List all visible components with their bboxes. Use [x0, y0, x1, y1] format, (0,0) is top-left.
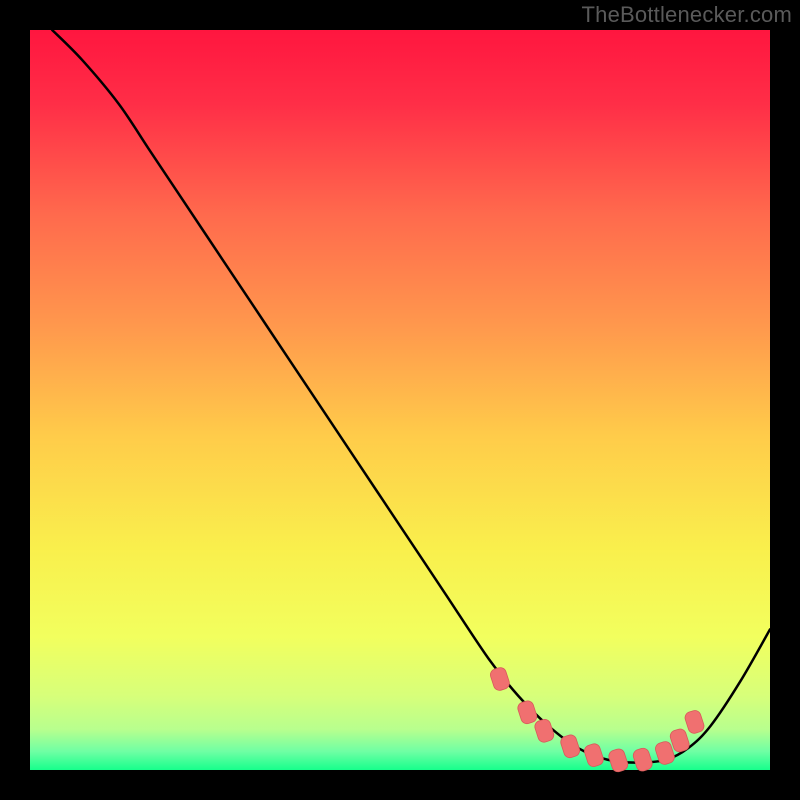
chart-stage: TheBottlenecker.com	[0, 0, 800, 800]
gradient-background	[30, 30, 770, 770]
watermark-text: TheBottlenecker.com	[582, 2, 792, 28]
bottleneck-chart	[0, 0, 800, 800]
